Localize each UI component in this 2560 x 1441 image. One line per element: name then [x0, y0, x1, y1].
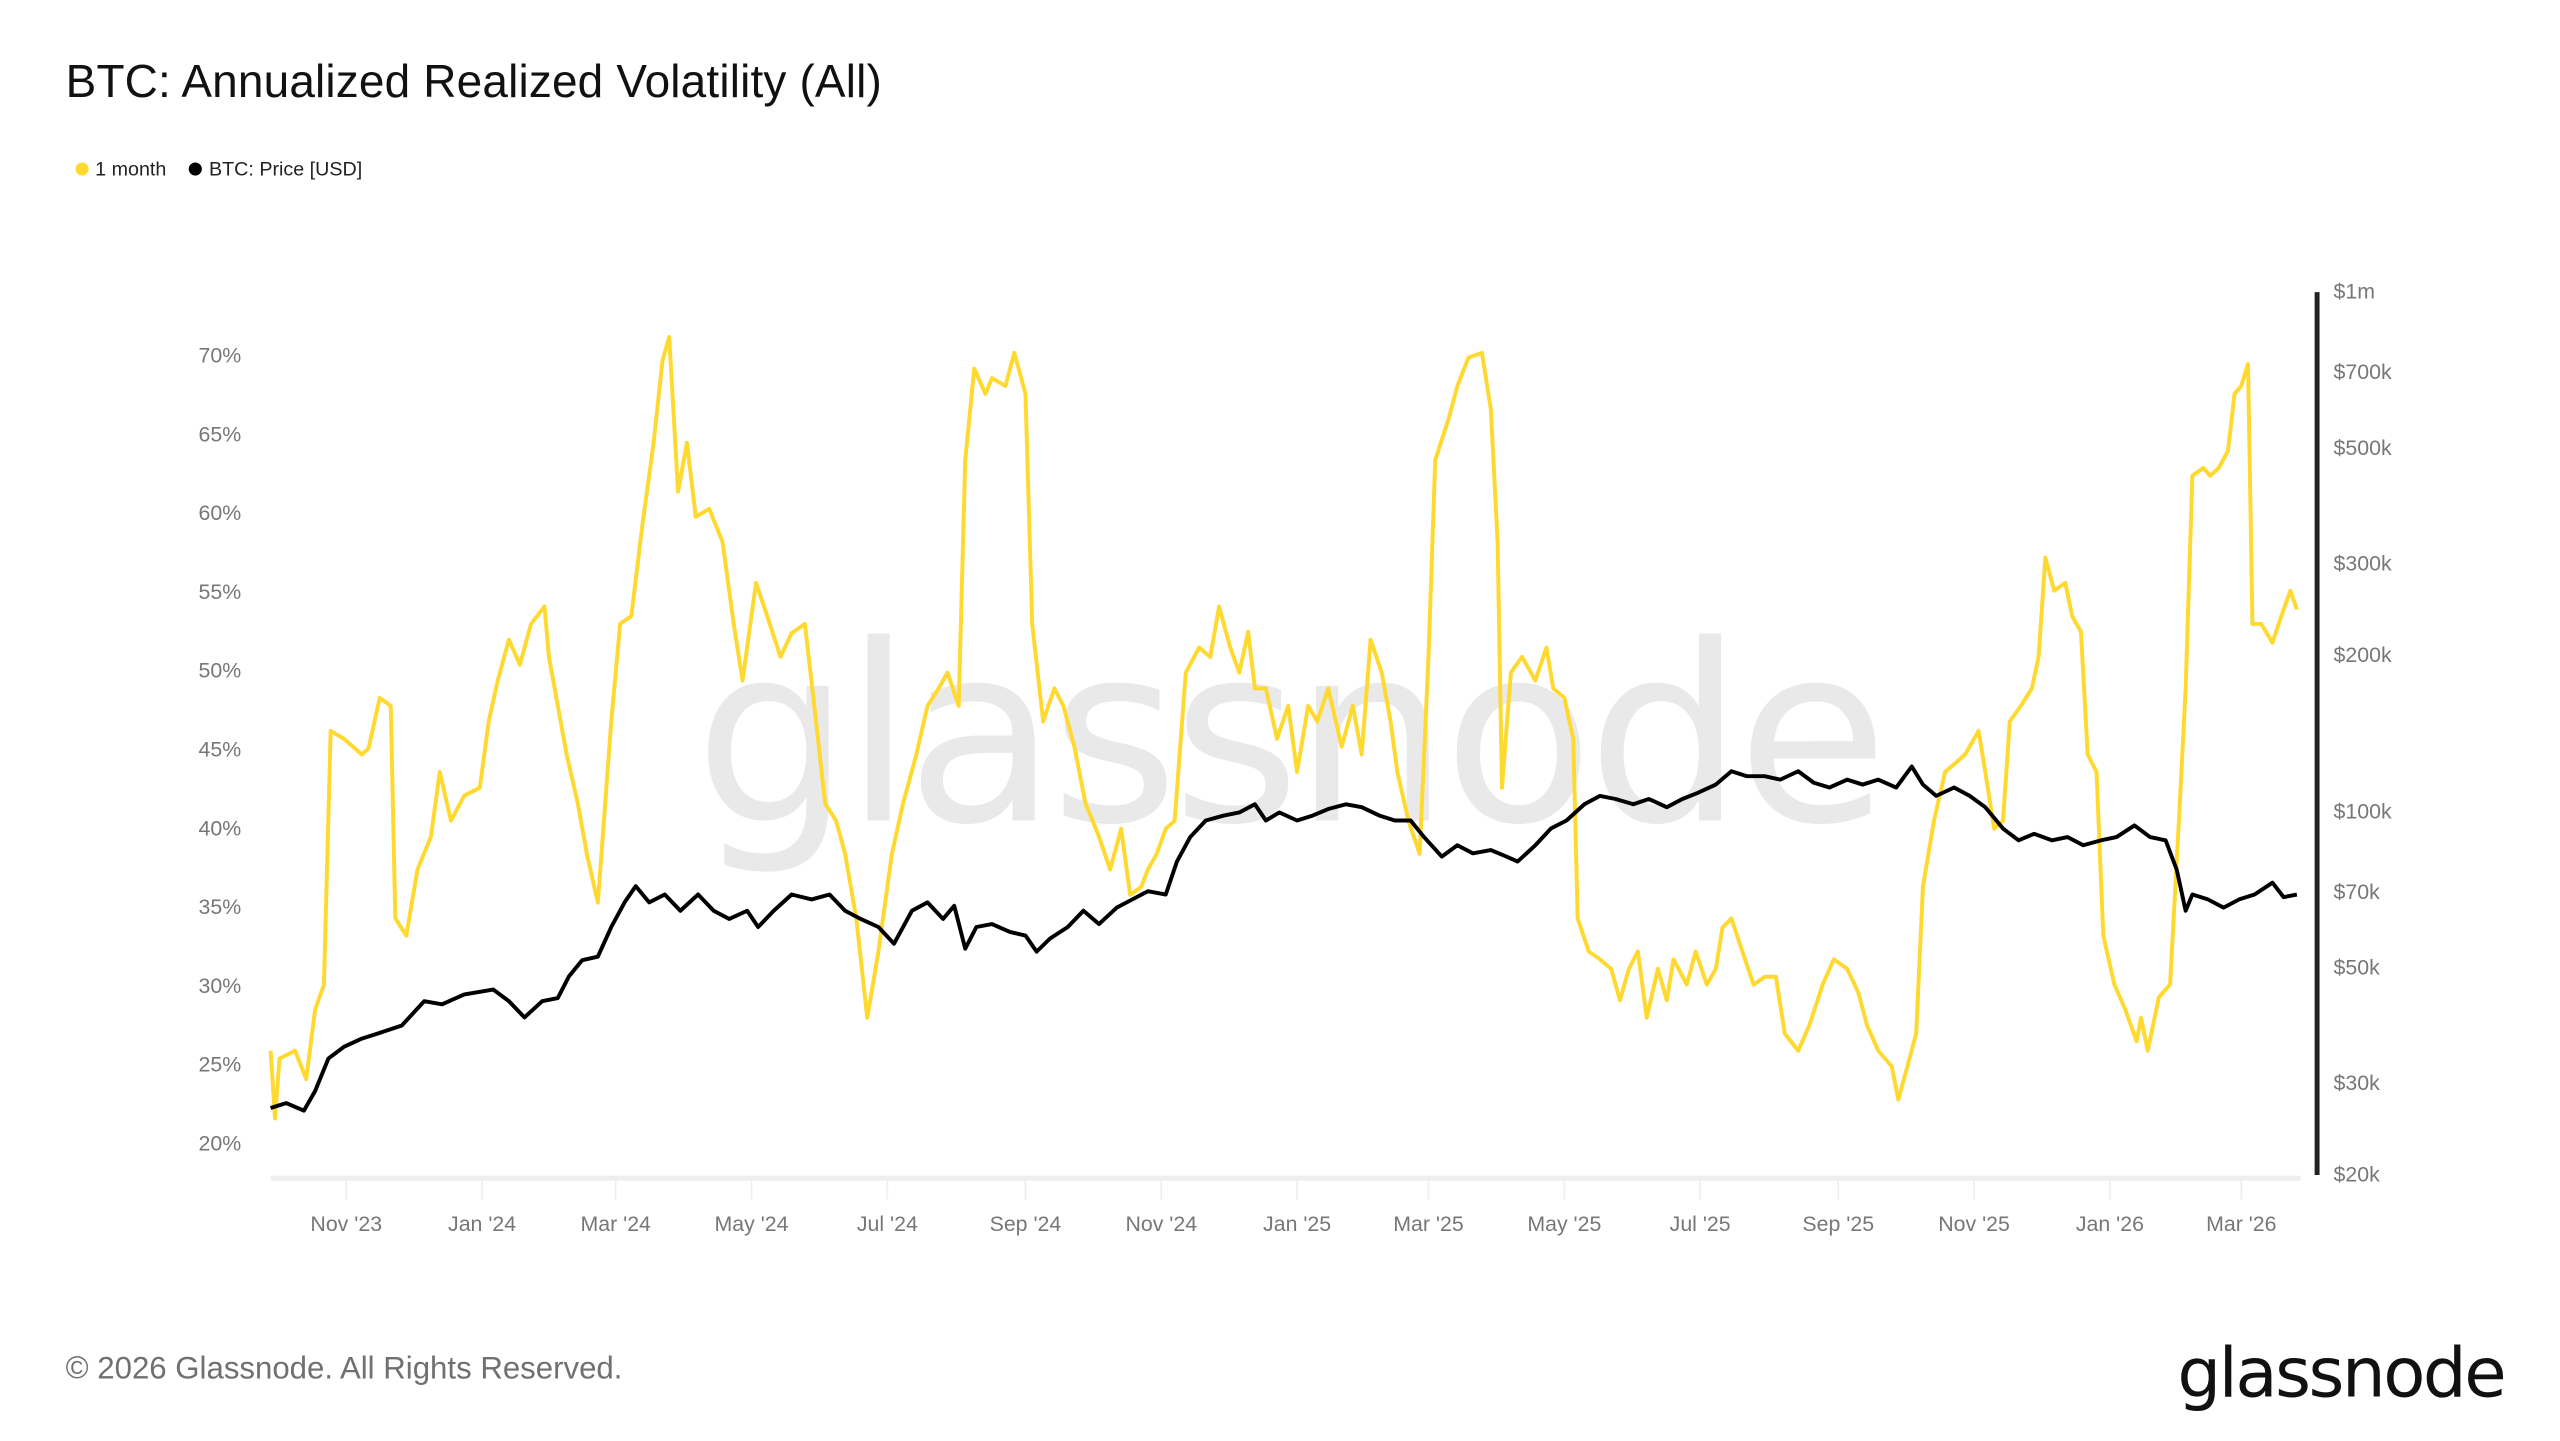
y-right-tick-label: $100k — [2334, 799, 2392, 823]
copyright-footer: © 2026 Glassnode. All Rights Reserved. — [65, 1352, 623, 1387]
x-tick-label: Nov '24 — [1125, 1212, 1197, 1236]
volatility-1-month-line — [268, 335, 2299, 1121]
glassnode-logo: glassnode — [2177, 1332, 2506, 1413]
watermark: glassnode — [695, 594, 1882, 880]
y-left-tick-label: 35% — [199, 895, 242, 919]
x-tick-label: Nov '23 — [310, 1212, 382, 1236]
x-tick-label: Mar '24 — [580, 1212, 651, 1236]
legend-dot-yellow-icon — [75, 162, 89, 176]
legend-item-1-month[interactable]: 1 month — [75, 158, 166, 181]
y-left-tick-label: 50% — [199, 659, 242, 683]
y-left-tick-label: 30% — [199, 974, 242, 998]
x-tick-label: Mar '25 — [1393, 1212, 1463, 1236]
x-tick-label: Jul '24 — [857, 1212, 918, 1236]
x-tick-label: Sep '25 — [1802, 1212, 1874, 1236]
x-tick-label: Sep '24 — [990, 1212, 1062, 1236]
y-left-tick-label: 70% — [199, 344, 242, 368]
y-right-tick-label: $1m — [2334, 280, 2376, 304]
y-right-tick-label: $300k — [2334, 551, 2392, 575]
legend-label: BTC: Price [USD] — [208, 157, 363, 181]
y-right-tick-label: $200k — [2334, 643, 2392, 667]
x-tick-label: Jan '26 — [2076, 1212, 2144, 1236]
legend: 1 month BTC: Price [USD] — [75, 158, 362, 181]
x-tick-label: Nov '25 — [1938, 1212, 2010, 1236]
x-tick-label: Jul '25 — [1670, 1212, 1731, 1236]
y-left-tick-label: 45% — [199, 738, 242, 762]
x-tick-label: May '25 — [1527, 1212, 1601, 1236]
y-left-tick-label: 25% — [199, 1053, 242, 1077]
y-right-tick-label: $500k — [2334, 436, 2392, 460]
y-right-tick-label: $50k — [2334, 956, 2381, 980]
btc-price-line — [270, 764, 2298, 1113]
chart-title: BTC: Annualized Realized Volatility (All… — [65, 55, 882, 107]
y-left-tick-label: 55% — [199, 580, 242, 604]
legend-dot-black-icon — [189, 162, 203, 176]
legend-label: 1 month — [95, 157, 167, 181]
y-right-tick-label: $20k — [2334, 1163, 2381, 1187]
y-right-tick-label: $70k — [2334, 880, 2381, 904]
y-left-tick-label: 20% — [199, 1131, 242, 1155]
x-tick-label: Jan '24 — [448, 1212, 516, 1236]
y-right-tick-label: $30k — [2334, 1071, 2381, 1095]
x-tick-label: Mar '26 — [2206, 1212, 2276, 1236]
x-tick-label: Jan '25 — [1263, 1212, 1331, 1236]
x-tick-label: May '24 — [715, 1212, 789, 1236]
legend-item-btc-price[interactable]: BTC: Price [USD] — [189, 158, 362, 181]
y-right-tick-label: $700k — [2334, 360, 2392, 384]
y-left-tick-label: 40% — [199, 816, 242, 840]
y-left-tick-label: 60% — [199, 501, 242, 525]
y-left-tick-label: 65% — [199, 422, 242, 446]
